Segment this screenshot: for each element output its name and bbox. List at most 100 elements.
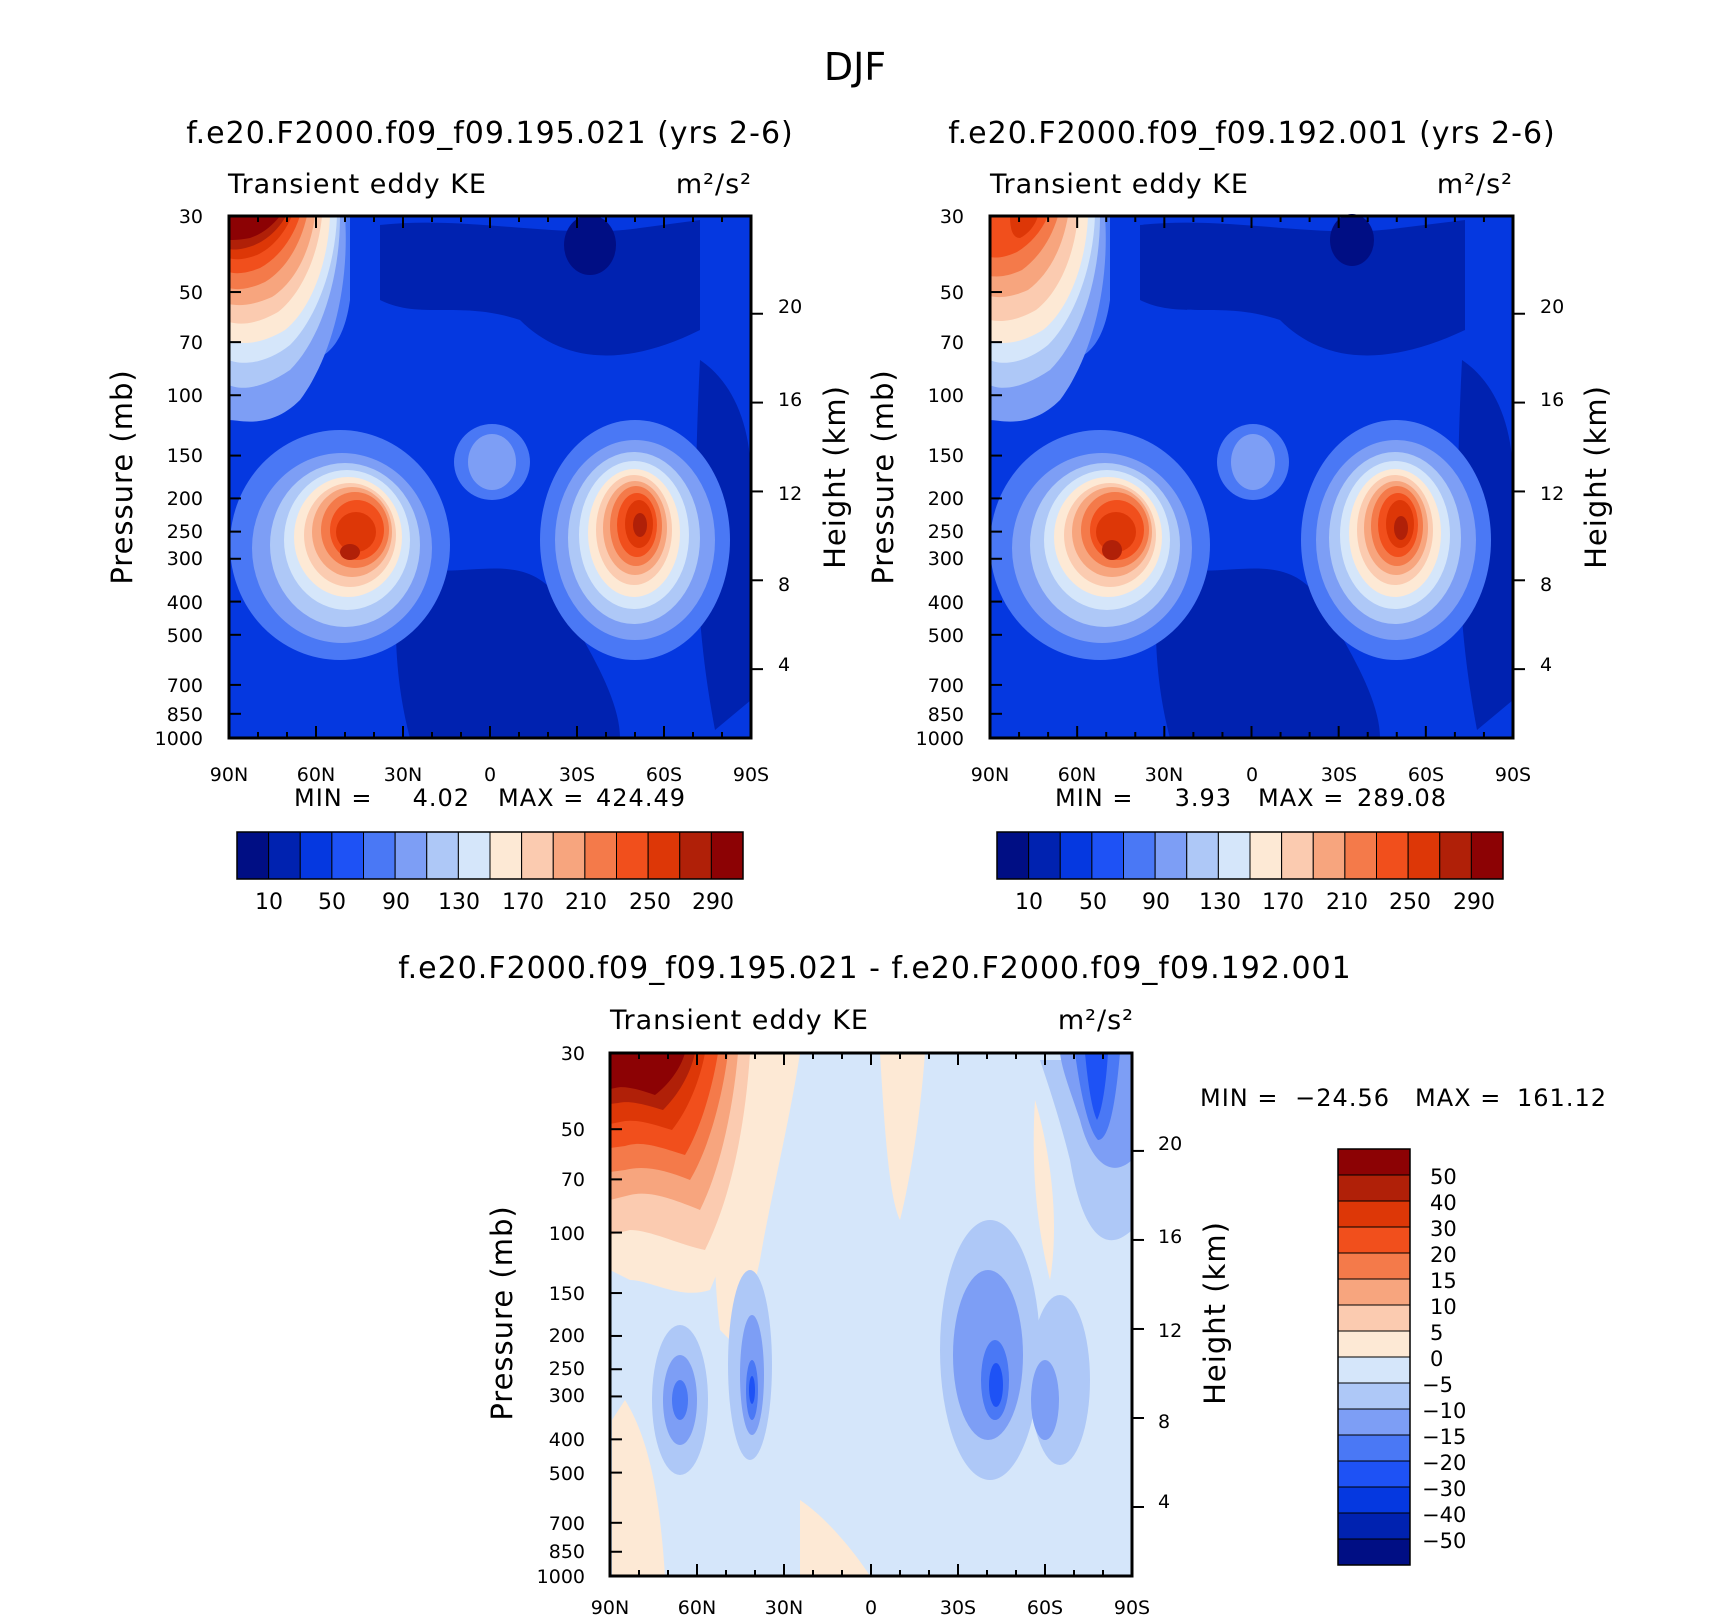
y-tick-label: 300 — [928, 548, 964, 570]
y-tick-label: 700 — [549, 1513, 585, 1535]
colorbar-label: −15 — [1422, 1425, 1466, 1449]
colorbar-label: 170 — [1262, 890, 1304, 915]
colorbar-swatch — [1337, 1226, 1411, 1254]
colorbar-swatch — [1337, 1278, 1411, 1306]
panel-2-max-value: 289.08 — [1357, 784, 1447, 812]
x-tick-label: 60S — [646, 764, 682, 786]
colorbar-label: 210 — [565, 890, 607, 915]
colorbar-label: −20 — [1422, 1451, 1466, 1475]
height-tick-label: 8 — [1540, 574, 1552, 596]
colorbar-label: −40 — [1422, 1503, 1466, 1527]
colorbar-swatch — [426, 831, 459, 880]
y-tick-label: 70 — [940, 332, 964, 354]
panel-1-field — [229, 215, 751, 738]
x-tick-label: 90S — [1495, 764, 1531, 786]
panel-1-min-label: MIN = — [294, 784, 372, 812]
panel-3-max-label: MAX = — [1415, 1084, 1501, 1112]
colorbar-swatch — [1344, 831, 1377, 880]
x-tick-label: 90N — [971, 764, 1009, 786]
colorbar-swatch — [996, 831, 1030, 880]
colorbar-label: 90 — [382, 890, 410, 915]
figure-title: DJF — [824, 45, 886, 89]
y-tick-label: 70 — [561, 1169, 585, 1191]
height-tick-label: 16 — [1158, 1226, 1182, 1248]
colorbar-swatch — [331, 831, 364, 880]
colorbar-label: 5 — [1430, 1321, 1443, 1345]
colorbar-swatch — [710, 831, 744, 880]
colorbar-label: −10 — [1422, 1399, 1466, 1423]
height-tick-label: 16 — [778, 389, 802, 411]
x-tick-label: 60N — [1058, 764, 1096, 786]
colorbar-label: 210 — [1326, 890, 1368, 915]
colorbar-swatch — [363, 831, 396, 880]
colorbar-label: 30 — [1430, 1217, 1457, 1241]
panel-3-units: m²/s² — [1058, 1005, 1134, 1036]
colorbar-swatch — [1337, 1434, 1411, 1462]
panel-1-ylabel: Pressure (mb) — [105, 369, 139, 584]
height-tick-label: 20 — [778, 296, 802, 318]
panel-1-units: m²/s² — [676, 169, 752, 200]
panel-1-max-value: 424.49 — [596, 784, 686, 812]
y-tick-label: 30 — [561, 1043, 585, 1065]
panel-2-left-subtitle: Transient eddy KE — [989, 169, 1249, 200]
height-tick-label: 12 — [778, 483, 802, 505]
colorbar-label: 50 — [1079, 890, 1107, 915]
colorbar-label: −30 — [1422, 1477, 1466, 1501]
x-tick-label: 30S — [940, 1597, 976, 1617]
y-tick-label: 250 — [549, 1358, 585, 1380]
colorbar-swatch — [299, 831, 333, 880]
panel-3-ylabel-right: Height (km) — [1198, 1221, 1232, 1405]
panel-2-units: m²/s² — [1437, 169, 1513, 200]
panel-1: f.e20.F2000.f09_f09.195.021 (yrs 2-6) Tr… — [105, 116, 852, 915]
tick-marks — [228, 215, 763, 739]
y-tick-label: 200 — [928, 488, 964, 510]
colorbar-label: 10 — [1015, 890, 1043, 915]
y-tick-label: 100 — [549, 1223, 585, 1245]
colorbar-swatch — [1470, 831, 1504, 880]
y-tick-label: 30 — [179, 206, 203, 228]
x-tick-label: 30N — [765, 1597, 803, 1617]
y-tick-label: 1000 — [155, 728, 203, 750]
colorbar-label: 90 — [1142, 890, 1170, 915]
y-tick-label: 700 — [928, 675, 964, 697]
panel-1-x-axis: 90N 60N 30N 0 30S 60S 90S — [210, 764, 769, 786]
colorbar-label: 170 — [502, 890, 544, 915]
colorbar-swatch — [521, 831, 554, 880]
x-tick-label: 60N — [297, 764, 335, 786]
tick-marks — [989, 215, 1525, 739]
y-tick-label: 1000 — [916, 728, 964, 750]
x-tick-label: 30S — [1321, 764, 1357, 786]
panel-2-y-axis-right: 4 8 12 16 20 — [1540, 296, 1564, 676]
panel-3-left-subtitle: Transient eddy KE — [609, 1005, 869, 1036]
panel-3: f.e20.F2000.f09_f09.195.021 - f.e20.F200… — [398, 951, 1606, 1617]
panel-3-x-axis: 90N 60N 30N 0 30S 60S 90S — [591, 1597, 1150, 1617]
panel-3-min-value: −24.56 — [1295, 1084, 1390, 1112]
colorbar-frame — [1337, 1148, 1411, 1566]
panel-1-title: f.e20.F2000.f09_f09.195.021 (yrs 2-6) — [186, 116, 793, 151]
x-tick-label: 90S — [1114, 1597, 1150, 1617]
panel-2-x-axis: 90N 60N 30N 0 30S 60S 90S — [971, 764, 1531, 786]
y-tick-label: 150 — [167, 445, 203, 467]
x-tick-label: 30N — [1145, 764, 1183, 786]
colorbar-label: 290 — [692, 890, 734, 915]
y-tick-label: 250 — [167, 521, 203, 543]
colorbar-swatch — [1028, 831, 1061, 880]
y-tick-label: 200 — [549, 1325, 585, 1347]
colorbar-swatch — [1337, 1538, 1411, 1566]
y-tick-label: 250 — [928, 521, 964, 543]
y-tick-label: 850 — [928, 704, 964, 726]
height-tick-label: 8 — [1158, 1411, 1170, 1433]
x-tick-label: 90N — [210, 764, 248, 786]
colorbar-label: 50 — [318, 890, 346, 915]
y-tick-label: 500 — [167, 625, 203, 647]
x-tick-label: 90S — [733, 764, 769, 786]
y-tick-label: 500 — [549, 1463, 585, 1485]
colorbar-swatch — [1059, 831, 1093, 880]
colorbar-swatch — [1337, 1356, 1411, 1384]
x-tick-label: 60S — [1027, 1597, 1063, 1617]
panel-2-ylabel: Pressure (mb) — [866, 369, 900, 584]
colorbar-swatch — [268, 831, 301, 880]
y-tick-label: 50 — [561, 1119, 585, 1141]
panel-3-y-axis-right: 4 8 12 16 20 — [1158, 1133, 1182, 1513]
